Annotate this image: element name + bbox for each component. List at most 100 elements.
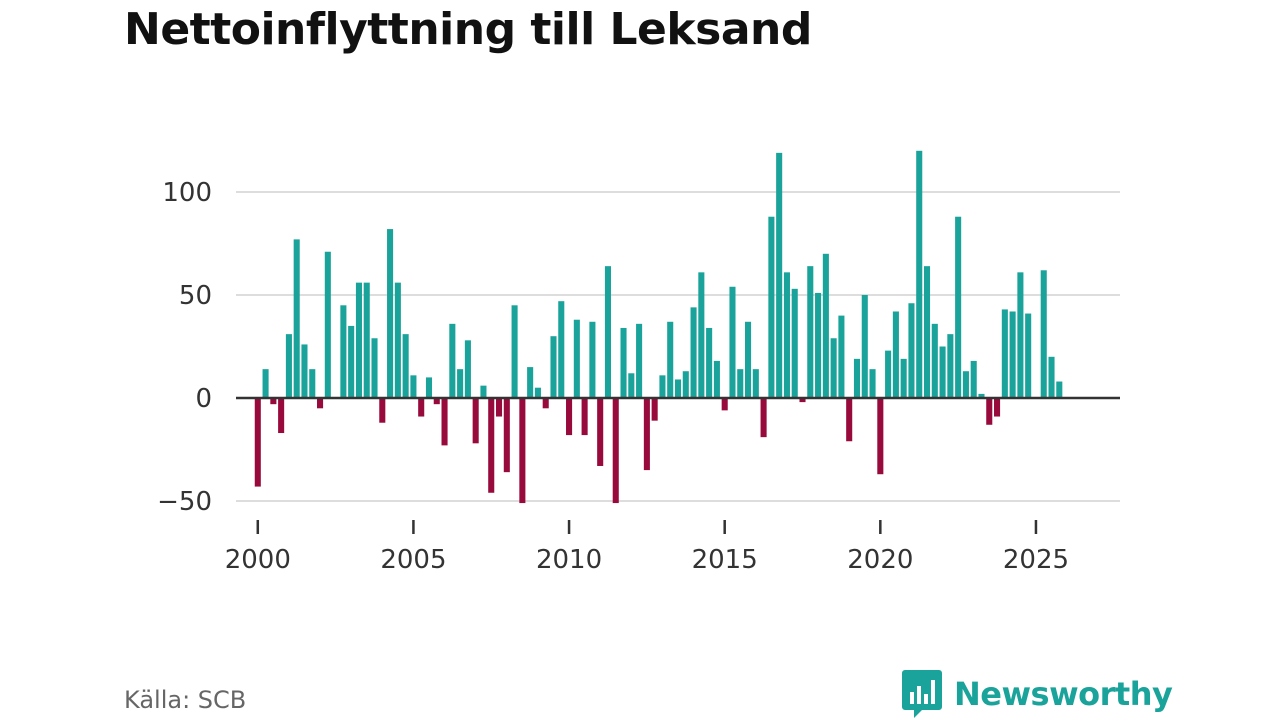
bar [464, 340, 471, 398]
bar [418, 398, 425, 417]
bar [962, 371, 969, 398]
x-tick-label: 2020 [847, 545, 913, 575]
bar [534, 387, 541, 398]
x-tick-label: 2010 [536, 545, 602, 575]
bar [830, 338, 837, 398]
bar [270, 398, 277, 405]
bar [838, 315, 845, 398]
bar [760, 398, 767, 438]
bar [278, 398, 285, 434]
bar [573, 319, 580, 398]
bar [955, 216, 962, 398]
bar [807, 266, 814, 398]
bar [698, 272, 705, 398]
bar [480, 385, 487, 398]
bar [589, 321, 596, 398]
bar [309, 369, 316, 398]
bar [488, 398, 495, 493]
source-credit: Källa: SCB [124, 686, 247, 714]
bar [791, 288, 798, 398]
bar [317, 398, 324, 409]
bar [783, 272, 790, 398]
bar [713, 360, 720, 398]
bar [457, 369, 464, 398]
x-tick-label: 2005 [380, 545, 446, 575]
bar [768, 216, 775, 398]
x-tick-label: 2000 [225, 545, 291, 575]
bar [527, 367, 534, 398]
bar [503, 398, 510, 473]
bar [978, 393, 985, 398]
bar [706, 327, 713, 398]
grid-layer [236, 191, 1120, 502]
bar [566, 398, 573, 436]
bar [441, 398, 448, 446]
y-tick-label: −50 [157, 487, 212, 517]
bar [636, 323, 643, 398]
bar [394, 282, 401, 398]
bar [628, 373, 635, 398]
y-tick-label: 100 [162, 178, 212, 208]
bar [1009, 311, 1016, 398]
bar [799, 398, 806, 403]
brand-logo: Newsworthy [902, 670, 1173, 718]
bars-layer [254, 150, 1063, 504]
bar [892, 311, 899, 398]
y-tick-label: 50 [179, 281, 212, 311]
bar [737, 369, 744, 398]
bar [1025, 313, 1032, 398]
bar [659, 375, 666, 398]
bar [581, 398, 588, 436]
bar-chart: −50 0 50 100 2000 2005 2010 2015 2020 2025 [157, 150, 1120, 575]
bar-chart-speech-bubble-icon [902, 670, 942, 718]
bar [745, 321, 752, 398]
bar [643, 398, 650, 471]
bar [348, 325, 355, 398]
bar [410, 375, 417, 398]
axis-layer: −50 0 50 100 2000 2005 2010 2015 2020 2025 [157, 178, 1120, 575]
bar [885, 350, 892, 398]
bar [721, 398, 728, 411]
bar [986, 398, 993, 425]
bar [815, 292, 822, 398]
bar [371, 338, 378, 398]
bar [340, 305, 347, 398]
bar [433, 398, 440, 405]
bar [472, 398, 479, 444]
bar [916, 150, 923, 398]
bar [752, 369, 759, 398]
bar [822, 253, 829, 398]
bar [324, 251, 331, 398]
bar [1056, 381, 1063, 398]
bar [612, 398, 619, 504]
bar [1001, 309, 1008, 398]
bar [604, 266, 611, 398]
bar [861, 295, 868, 398]
bar [900, 358, 907, 398]
bar [387, 229, 394, 398]
bar [301, 344, 308, 398]
bar [285, 334, 292, 398]
bar [511, 305, 518, 398]
bar [495, 398, 503, 417]
bar [519, 398, 526, 504]
bar [293, 239, 300, 398]
bar [558, 301, 565, 398]
bar [939, 346, 946, 398]
bar [363, 282, 370, 398]
bar [550, 336, 557, 398]
bar [970, 360, 977, 398]
bar [542, 398, 549, 409]
bar [425, 377, 433, 398]
bar [674, 379, 682, 398]
bar [869, 369, 876, 398]
x-tick-label: 2015 [692, 545, 758, 575]
y-tick-label: 0 [195, 384, 212, 414]
bar [355, 282, 362, 398]
bar [651, 398, 658, 421]
bar [682, 371, 689, 398]
bar [254, 398, 261, 487]
bar [729, 286, 736, 398]
brand-name: Newsworthy [954, 675, 1173, 713]
bar [776, 152, 783, 398]
